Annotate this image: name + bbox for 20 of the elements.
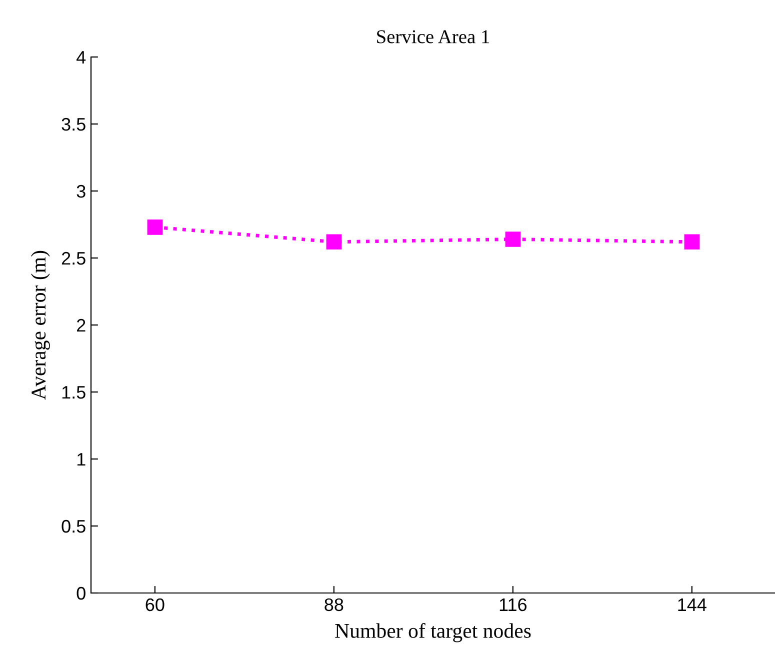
y-tick-label: 3.5 <box>62 118 86 131</box>
point <box>505 232 521 247</box>
y-tick-label: 2.5 <box>62 252 86 265</box>
x-tick-label: 88 <box>324 598 344 612</box>
y-tick-label: 3 <box>76 184 86 198</box>
point <box>147 220 163 235</box>
point <box>326 234 342 250</box>
y-tick-label: 1 <box>77 453 86 466</box>
x-tick-label: 116 <box>500 598 527 612</box>
x-tick-label: 60 <box>146 598 164 612</box>
chart-title: Service Area 1 <box>377 30 490 44</box>
y-tick-label: 2 <box>77 318 86 332</box>
y-axis-title: Average error (m) <box>30 250 50 400</box>
x-axis-title: Number of target nodes <box>335 623 531 642</box>
y-tick-label: 0.5 <box>62 520 86 533</box>
y-tick-label: 0 <box>76 586 86 600</box>
x-tick-label: 144 <box>678 598 706 611</box>
y-tick-label: 4 <box>76 51 86 64</box>
y-tick-label: 1.5 <box>62 386 86 399</box>
point <box>684 234 700 250</box>
